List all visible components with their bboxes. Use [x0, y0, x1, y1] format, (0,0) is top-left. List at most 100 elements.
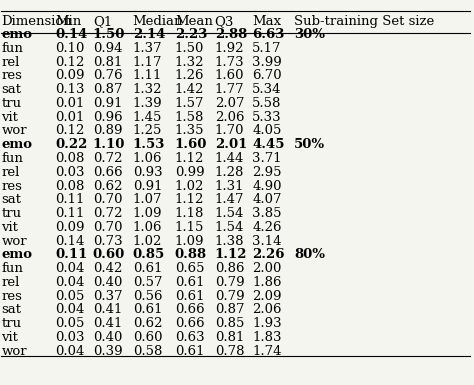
Text: 0.85: 0.85: [215, 317, 244, 330]
Text: 2.07: 2.07: [215, 97, 244, 110]
Text: 0.94: 0.94: [93, 42, 122, 55]
Text: tru: tru: [1, 207, 21, 220]
Text: 1.54: 1.54: [215, 221, 244, 234]
Text: 1.45: 1.45: [133, 111, 162, 124]
Text: 0.93: 0.93: [133, 166, 162, 179]
Text: sat: sat: [1, 193, 21, 206]
Text: 1.15: 1.15: [175, 221, 204, 234]
Text: 0.88: 0.88: [175, 248, 207, 261]
Text: Median: Median: [133, 15, 183, 28]
Text: 4.05: 4.05: [252, 124, 282, 137]
Text: 0.03: 0.03: [55, 331, 85, 344]
Text: 1.86: 1.86: [252, 276, 282, 289]
Text: 0.87: 0.87: [93, 83, 122, 96]
Text: 0.40: 0.40: [93, 276, 122, 289]
Text: 0.89: 0.89: [93, 124, 122, 137]
Text: 1.70: 1.70: [215, 124, 244, 137]
Text: wor: wor: [1, 345, 27, 358]
Text: 0.14: 0.14: [55, 28, 88, 41]
Text: 0.81: 0.81: [93, 56, 122, 69]
Text: 5.58: 5.58: [252, 97, 282, 110]
Text: 1.09: 1.09: [175, 234, 204, 248]
Text: Q1: Q1: [93, 15, 112, 28]
Text: 1.28: 1.28: [215, 166, 244, 179]
Text: 6.63: 6.63: [252, 28, 284, 41]
Text: 1.11: 1.11: [133, 69, 162, 82]
Text: 1.02: 1.02: [175, 179, 204, 192]
Text: 0.40: 0.40: [93, 331, 122, 344]
Text: 0.05: 0.05: [55, 290, 85, 303]
Text: 0.61: 0.61: [133, 303, 162, 316]
Text: res: res: [1, 69, 22, 82]
Text: 30%: 30%: [294, 28, 325, 41]
Text: vit: vit: [1, 331, 18, 344]
Text: 0.61: 0.61: [133, 262, 162, 275]
Text: 50%: 50%: [294, 138, 326, 151]
Text: 2.95: 2.95: [252, 166, 282, 179]
Text: 0.22: 0.22: [55, 138, 88, 151]
Text: Q3: Q3: [215, 15, 234, 28]
Text: 0.76: 0.76: [93, 69, 122, 82]
Text: 0.73: 0.73: [93, 234, 122, 248]
Text: 0.04: 0.04: [55, 262, 85, 275]
Text: 0.08: 0.08: [55, 152, 85, 165]
Text: 1.92: 1.92: [215, 42, 244, 55]
Text: emo: emo: [1, 28, 32, 41]
Text: 0.39: 0.39: [93, 345, 122, 358]
Text: rel: rel: [1, 166, 20, 179]
Text: 0.11: 0.11: [55, 207, 85, 220]
Text: fun: fun: [1, 42, 23, 55]
Text: 1.12: 1.12: [175, 193, 204, 206]
Text: 3.71: 3.71: [252, 152, 282, 165]
Text: 1.09: 1.09: [133, 207, 162, 220]
Text: 0.37: 0.37: [93, 290, 122, 303]
Text: 0.09: 0.09: [55, 221, 85, 234]
Text: 0.61: 0.61: [175, 276, 204, 289]
Text: wor: wor: [1, 124, 27, 137]
Text: vit: vit: [1, 221, 18, 234]
Text: 1.26: 1.26: [175, 69, 204, 82]
Text: 0.01: 0.01: [55, 111, 85, 124]
Text: 0.91: 0.91: [133, 179, 162, 192]
Text: 3.85: 3.85: [252, 207, 282, 220]
Text: sat: sat: [1, 303, 21, 316]
Text: rel: rel: [1, 56, 20, 69]
Text: 1.54: 1.54: [215, 207, 244, 220]
Text: 0.91: 0.91: [93, 97, 122, 110]
Text: 0.60: 0.60: [93, 248, 125, 261]
Text: 0.79: 0.79: [215, 290, 244, 303]
Text: 0.61: 0.61: [175, 345, 204, 358]
Text: 3.99: 3.99: [252, 56, 282, 69]
Text: 1.18: 1.18: [175, 207, 204, 220]
Text: tru: tru: [1, 317, 21, 330]
Text: 0.66: 0.66: [93, 166, 122, 179]
Text: 0.62: 0.62: [133, 317, 162, 330]
Text: 2.23: 2.23: [175, 28, 207, 41]
Text: 2.06: 2.06: [252, 303, 282, 316]
Text: 1.12: 1.12: [175, 152, 204, 165]
Text: res: res: [1, 179, 22, 192]
Text: 1.02: 1.02: [133, 234, 162, 248]
Text: 1.12: 1.12: [215, 248, 247, 261]
Text: 0.09: 0.09: [55, 69, 85, 82]
Text: 1.50: 1.50: [175, 42, 204, 55]
Text: 1.25: 1.25: [133, 124, 162, 137]
Text: 1.35: 1.35: [175, 124, 204, 137]
Text: 0.56: 0.56: [133, 290, 162, 303]
Text: 0.70: 0.70: [93, 193, 122, 206]
Text: 1.73: 1.73: [215, 56, 244, 69]
Text: 2.26: 2.26: [252, 248, 285, 261]
Text: 0.12: 0.12: [55, 56, 85, 69]
Text: 2.09: 2.09: [252, 290, 282, 303]
Text: 0.63: 0.63: [175, 331, 204, 344]
Text: emo: emo: [1, 138, 32, 151]
Text: 0.58: 0.58: [133, 345, 162, 358]
Text: 1.60: 1.60: [175, 138, 207, 151]
Text: 0.66: 0.66: [175, 317, 204, 330]
Text: Dimension: Dimension: [1, 15, 72, 28]
Text: 1.37: 1.37: [133, 42, 162, 55]
Text: 4.90: 4.90: [252, 179, 282, 192]
Text: Min: Min: [55, 15, 82, 28]
Text: Mean: Mean: [175, 15, 213, 28]
Text: 0.01: 0.01: [55, 97, 85, 110]
